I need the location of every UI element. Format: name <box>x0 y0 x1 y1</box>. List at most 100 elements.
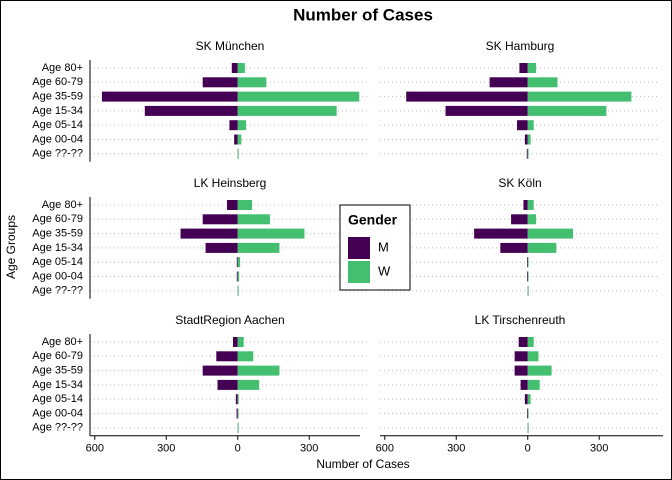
panel-title: SK Köln <box>498 176 541 190</box>
bar <box>237 214 270 225</box>
bar <box>527 422 529 433</box>
bar <box>234 134 238 145</box>
bar <box>527 408 529 419</box>
bar <box>237 337 244 347</box>
bar <box>514 365 528 376</box>
x-tick-label: 600 <box>86 443 104 455</box>
x-axis-label: Number of Cases <box>316 457 409 471</box>
chart-title: Number of Cases <box>293 5 433 24</box>
y-tick-label: Age 80+ <box>42 62 83 74</box>
bar <box>527 408 528 419</box>
panel-title: LK Tirschenreuth <box>475 313 566 327</box>
y-tick-label: Age 15-34 <box>32 379 83 391</box>
bar <box>527 257 529 268</box>
y-tick-label: Age 35-59 <box>32 365 83 377</box>
bar <box>101 91 238 102</box>
bar <box>524 134 528 145</box>
x-tick-label: 0 <box>525 443 531 455</box>
bar <box>237 271 240 282</box>
bar <box>227 200 238 210</box>
bar <box>237 63 245 73</box>
legend-title: Gender <box>348 212 398 228</box>
bar <box>517 120 528 131</box>
bar <box>527 271 529 282</box>
bar <box>237 351 254 362</box>
bar <box>237 120 247 131</box>
panel-title: SK München <box>196 39 265 53</box>
x-tick-label: 300 <box>300 443 318 455</box>
bar <box>527 214 537 225</box>
bar <box>527 394 531 405</box>
y-tick-label: Age 35-59 <box>32 91 83 103</box>
bar <box>202 77 238 88</box>
bar <box>519 63 528 73</box>
bar <box>144 105 238 116</box>
bar <box>237 242 280 253</box>
x-tick-label: 300 <box>157 443 175 455</box>
x-tick-label: 300 <box>590 443 608 455</box>
bar <box>527 63 537 73</box>
panel-title: LK Heinsberg <box>194 176 267 190</box>
bar <box>231 63 238 73</box>
bar <box>527 285 529 296</box>
y-tick-label: Age 35-59 <box>32 228 83 240</box>
y-tick-label: Age 05-14 <box>32 256 83 268</box>
bar <box>527 120 534 131</box>
y-tick-label: Age 00-04 <box>32 270 83 282</box>
bar <box>235 394 238 405</box>
bar <box>527 228 574 239</box>
bar <box>523 200 528 210</box>
bar <box>406 91 528 102</box>
bar <box>232 337 238 347</box>
bar <box>202 365 238 376</box>
bar <box>520 379 528 390</box>
y-tick-label: Age 05-14 <box>32 393 83 405</box>
bar <box>229 120 238 131</box>
bar <box>237 228 305 239</box>
bar <box>205 242 238 253</box>
bar <box>237 285 239 296</box>
panel-title: StadtRegion Aachen <box>175 313 284 327</box>
x-tick-label: 300 <box>447 443 465 455</box>
bar <box>527 77 558 88</box>
bar <box>527 365 552 376</box>
y-tick-label: Age ??-?? <box>32 285 83 297</box>
bar <box>489 77 528 88</box>
bar <box>526 148 528 159</box>
bar <box>527 91 632 102</box>
legend-swatch <box>348 261 370 283</box>
bar <box>217 379 238 390</box>
bar <box>527 271 528 282</box>
y-tick-label: Age ??-?? <box>32 422 83 434</box>
bar <box>237 394 239 405</box>
x-tick-label: 0 <box>235 443 241 455</box>
bar <box>514 351 528 362</box>
bar <box>237 257 241 268</box>
legend-swatch <box>348 237 370 259</box>
bar <box>236 408 238 419</box>
y-tick-label: Age 80+ <box>42 336 83 348</box>
bar <box>527 257 528 268</box>
bar <box>237 379 260 390</box>
bar <box>180 228 238 239</box>
y-axis-label: Age Groups <box>4 215 18 279</box>
legend-label: M <box>378 239 389 254</box>
bar <box>500 242 528 253</box>
bar <box>524 394 528 405</box>
y-tick-label: Age 00-04 <box>32 133 83 145</box>
bar <box>216 351 238 362</box>
bar <box>237 91 360 102</box>
bar <box>236 271 238 282</box>
y-tick-label: Age ??-?? <box>32 148 83 160</box>
bar <box>237 77 267 88</box>
y-tick-label: Age 80+ <box>42 199 83 211</box>
y-tick-label: Age 60-79 <box>32 350 83 362</box>
bar <box>237 408 239 419</box>
bar <box>237 365 280 376</box>
y-tick-label: Age 60-79 <box>32 213 83 225</box>
bar <box>527 379 540 390</box>
bar <box>202 214 238 225</box>
bar <box>237 105 337 116</box>
